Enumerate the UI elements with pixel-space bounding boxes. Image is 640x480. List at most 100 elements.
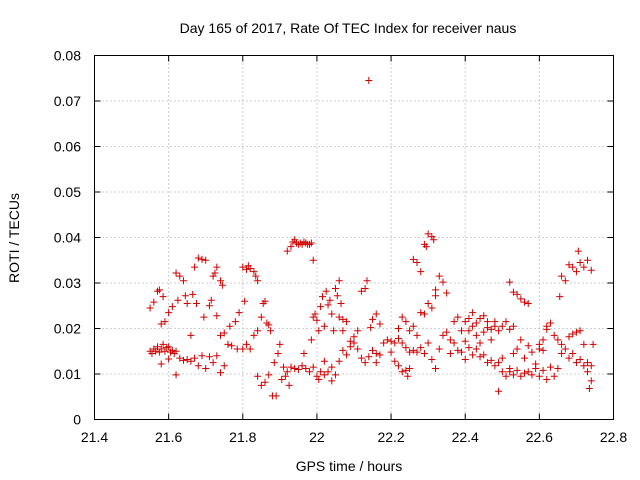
data-point [569,350,577,358]
data-point [587,362,595,370]
data-point [281,372,289,380]
data-point [472,319,480,327]
data-point [550,331,558,339]
data-point [450,339,458,347]
data-point [294,365,302,373]
data-point [409,255,417,263]
data-point [587,377,595,385]
data-point [187,331,195,339]
data-point [330,327,338,335]
data-point [383,336,391,344]
data-point [495,359,503,367]
data-point [250,331,258,339]
data-point [254,277,262,285]
data-point [465,314,473,322]
data-point [367,324,375,332]
data-point [300,350,308,358]
data-point [495,387,503,395]
data-point [443,289,451,297]
data-point [498,322,506,330]
data-point [469,322,477,330]
data-point [357,287,365,295]
data-point [146,304,154,312]
data-point [439,331,447,339]
scatter-points [146,77,597,400]
data-point [239,263,247,271]
data-point [422,243,430,251]
data-point [209,272,217,280]
data-point [424,339,432,347]
data-point [157,360,165,368]
data-point [172,371,180,379]
data-point [235,309,243,317]
data-point [194,254,202,262]
y-axis-label: ROTI / TECUs [6,193,22,283]
data-point [194,362,202,370]
data-point [487,336,495,344]
data-point [498,368,506,376]
data-point [432,286,440,294]
data-point [509,371,517,379]
data-point [254,327,262,335]
data-point [409,322,417,330]
data-point [465,327,473,335]
data-point [572,328,580,336]
data-point [176,354,184,362]
data-point [558,340,566,348]
x-tick-label: 22.4 [452,429,479,445]
data-point [166,348,174,356]
data-point [324,368,332,376]
data-point [172,347,180,355]
x-axis-label: GPS time / hours [296,458,403,474]
data-point [198,352,206,360]
data-point [480,351,488,359]
data-point [420,310,428,318]
data-point [213,352,221,360]
data-point [524,368,532,376]
data-point [309,363,317,371]
data-point [476,314,484,322]
data-point [398,313,406,321]
data-point [458,348,466,356]
data-point [165,343,173,351]
data-point [205,302,213,310]
data-point [261,378,269,386]
data-point [343,351,351,359]
data-point [432,292,440,300]
data-point [161,318,169,326]
data-point [174,296,182,304]
grid [94,55,614,420]
data-point [339,327,347,335]
data-point [224,340,232,348]
data-point [524,342,532,350]
y-tick-label: 0.08 [54,48,81,64]
data-point [265,321,273,329]
data-point [543,375,551,383]
data-point [406,327,414,335]
data-point [331,284,339,292]
data-point [446,336,454,344]
data-point [324,301,332,309]
data-point [328,377,336,385]
data-point [335,313,343,321]
data-point [558,272,566,280]
data-point [539,346,547,354]
data-point [535,372,543,380]
y-tick-label: 0.04 [54,230,81,246]
data-point [521,354,529,362]
data-point [461,318,469,326]
data-point [513,290,521,298]
x-tick-label: 22.6 [526,429,553,445]
data-point [404,372,412,380]
data-point [483,359,491,367]
data-point [513,366,521,374]
data-point [252,272,260,280]
data-point [280,363,288,371]
data-point [265,371,273,379]
data-point [226,322,234,330]
data-point [413,331,421,339]
data-point [509,350,517,358]
data-point [217,369,225,377]
data-point [179,277,187,285]
data-point [528,348,536,356]
